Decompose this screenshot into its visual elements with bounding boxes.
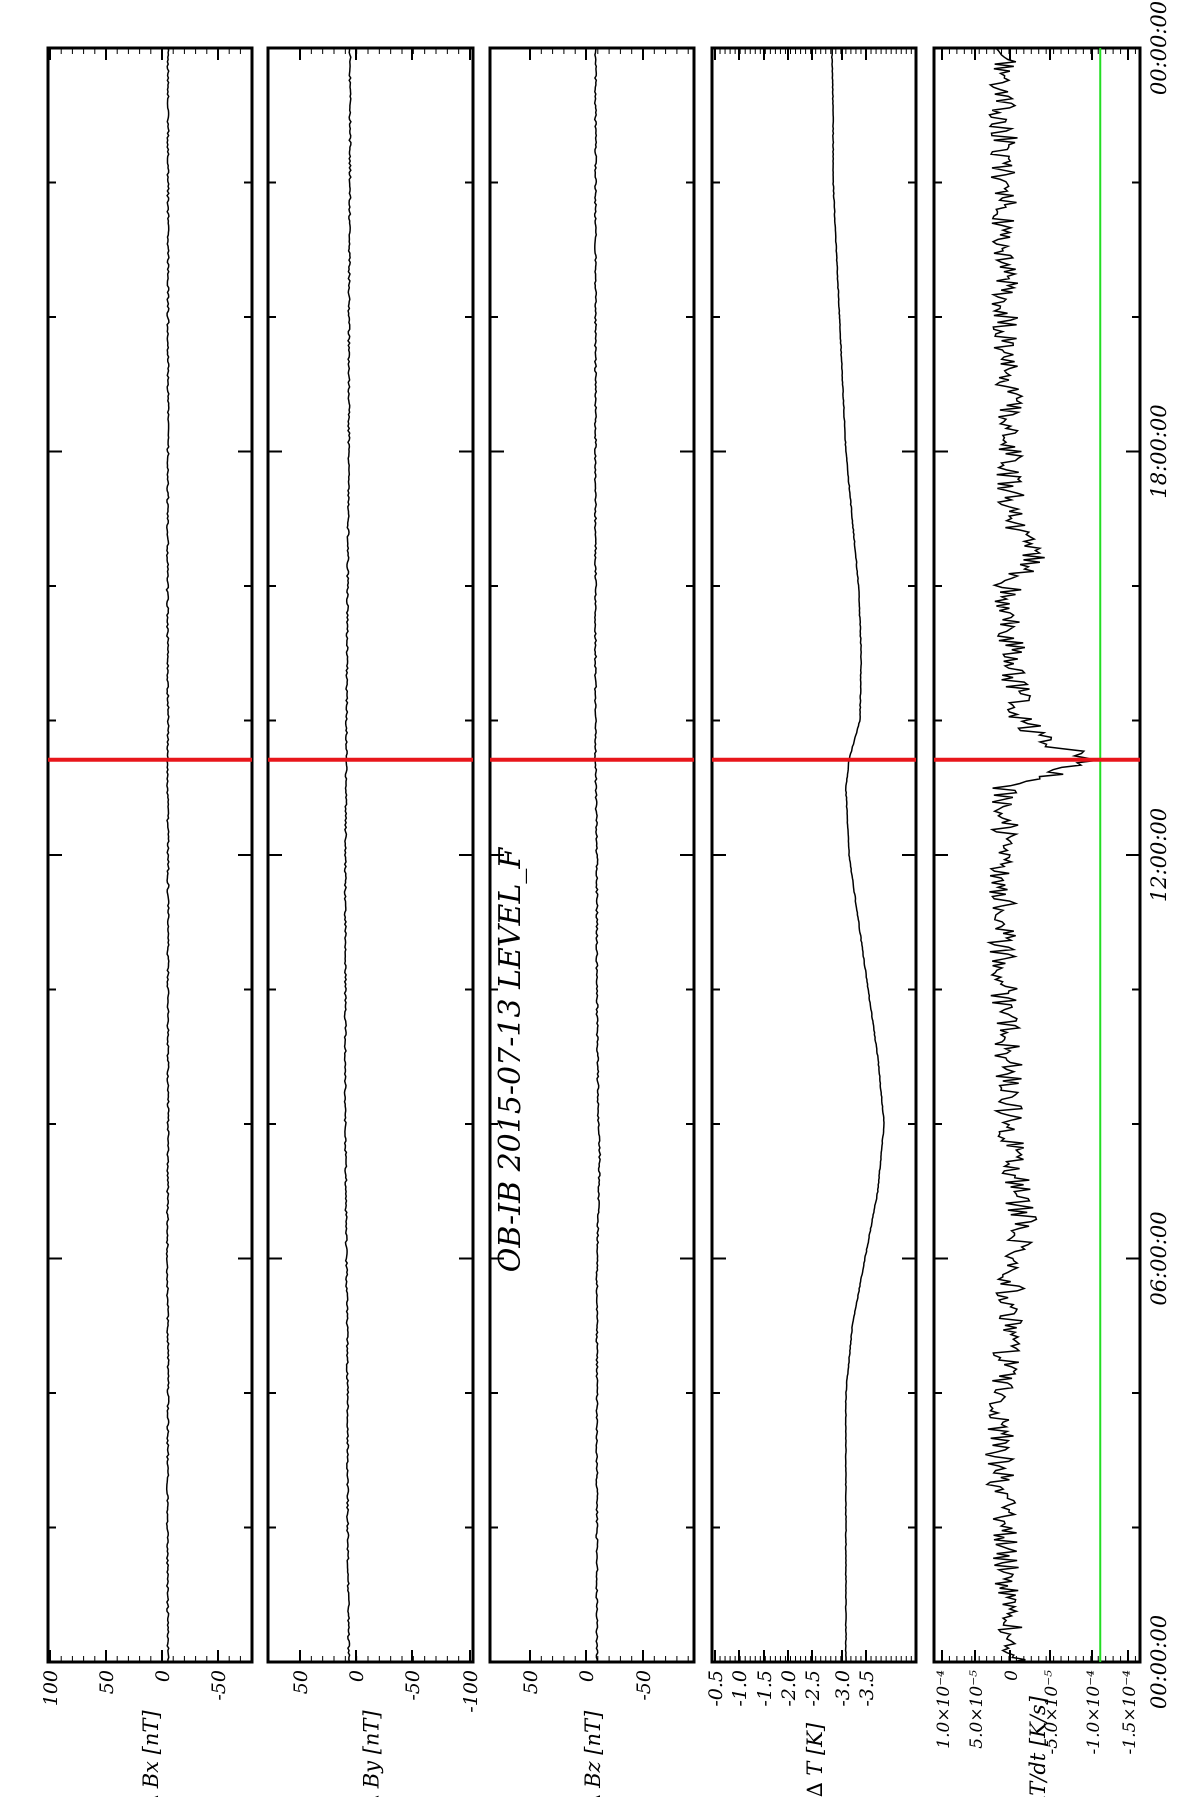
panel-frame (932, 46, 1142, 1664)
value-tick-label: 5.0×10⁻⁵ (967, 1670, 987, 1749)
series-line-by (343, 48, 352, 1663)
x-tick-labels: 00:00:00 06:00:00 12:00:00 18:00:00 00:00:00 (1147, 1, 1171, 1709)
value-tick-label: 50 (520, 1670, 542, 1694)
value-tick-label: 0 (576, 1670, 598, 1682)
series-line-bz (593, 47, 602, 1663)
time-tick-label: 06:00:00 (1147, 1211, 1171, 1305)
value-tick-label: 0 (152, 1670, 174, 1682)
time-tick-label: 12:00:00 (1147, 808, 1171, 902)
value-tick-label: -1.0 (729, 1670, 751, 1707)
panel-ddt: 1.0×10⁻⁴ 5.0×10⁻⁵ 0 -5.0×10⁻⁵ -1.0×10⁻⁴ -1.5×… (932, 46, 1142, 1797)
panel-dt: -0.5 -1.0 -1.5 -2.0 -2.5 -3.0 -3.5 ∆ T [K] (705, 46, 918, 1797)
panels-group: 100 50 0 -50 ∆ Bx [nT] 50 0 -50 -100 ∆ By [nT] 50 0… (40, 46, 1142, 1797)
value-tick-label: -50 (402, 1670, 424, 1701)
time-tick-label: 00:00:00 (1147, 1, 1171, 95)
value-tick-label: 100 (40, 1670, 62, 1706)
value-tick-label: 0 (346, 1670, 368, 1682)
value-tick-label: -50 (208, 1670, 230, 1701)
panel-frame (46, 46, 254, 1664)
value-tick-label: -1.5×10⁻⁴ (1120, 1670, 1140, 1755)
series-line-dt (830, 47, 885, 1663)
panel-axis-label: d∆T/dt [K/s] (1026, 1695, 1050, 1797)
value-tick-label: -100 (460, 1670, 482, 1713)
value-tick-label: 50 (290, 1670, 312, 1694)
series-line-bx (165, 47, 170, 1663)
series-line-ddt (985, 47, 1096, 1663)
panel-axis-label: ∆ T [K] (803, 1722, 827, 1797)
time-tick-label: 18:00:00 (1147, 404, 1171, 498)
panel-axis-label: ∆ Bz [nT] (581, 1710, 605, 1797)
value-tick-label: 50 (96, 1670, 118, 1694)
value-tick-label: -50 (633, 1670, 655, 1701)
time-tick-label: 00:00:00 (1147, 1615, 1171, 1709)
panel-bz: 50 0 -50 ∆ Bz [nT] (488, 46, 696, 1797)
panel-axis-label: ∆ Bx [nT] (139, 1710, 163, 1797)
panel-bx: 100 50 0 -50 ∆ Bx [nT] (40, 46, 254, 1797)
panel-frame (710, 46, 918, 1664)
value-tick-label: -5.0×10⁻⁵ (1042, 1670, 1062, 1755)
panel-axis-label: ∆ By [nT] (360, 1710, 384, 1797)
value-tick-label: 1.0×10⁻⁴ (934, 1670, 954, 1749)
chart-title: OB-IB 2015-07-13 LEVEL_F (493, 847, 528, 1273)
value-tick-label: -2.5 (802, 1670, 824, 1707)
value-tick-label: -1.0×10⁻⁴ (1084, 1670, 1104, 1755)
value-tick-label: -3.0 (832, 1670, 854, 1707)
panel-by: 50 0 -50 -100 ∆ By [nT] (266, 46, 482, 1797)
value-tick-label: -2.0 (778, 1670, 800, 1707)
value-tick-label: 0 (1002, 1670, 1022, 1681)
value-tick-label: -0.5 (705, 1670, 727, 1707)
panel-frame (266, 46, 475, 1664)
value-tick-label: -3.5 (856, 1670, 878, 1707)
value-tick-label: -1.5 (754, 1670, 776, 1707)
